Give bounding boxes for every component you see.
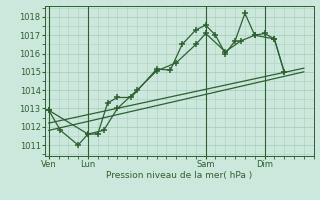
X-axis label: Pression niveau de la mer( hPa ): Pression niveau de la mer( hPa ) [106, 171, 252, 180]
